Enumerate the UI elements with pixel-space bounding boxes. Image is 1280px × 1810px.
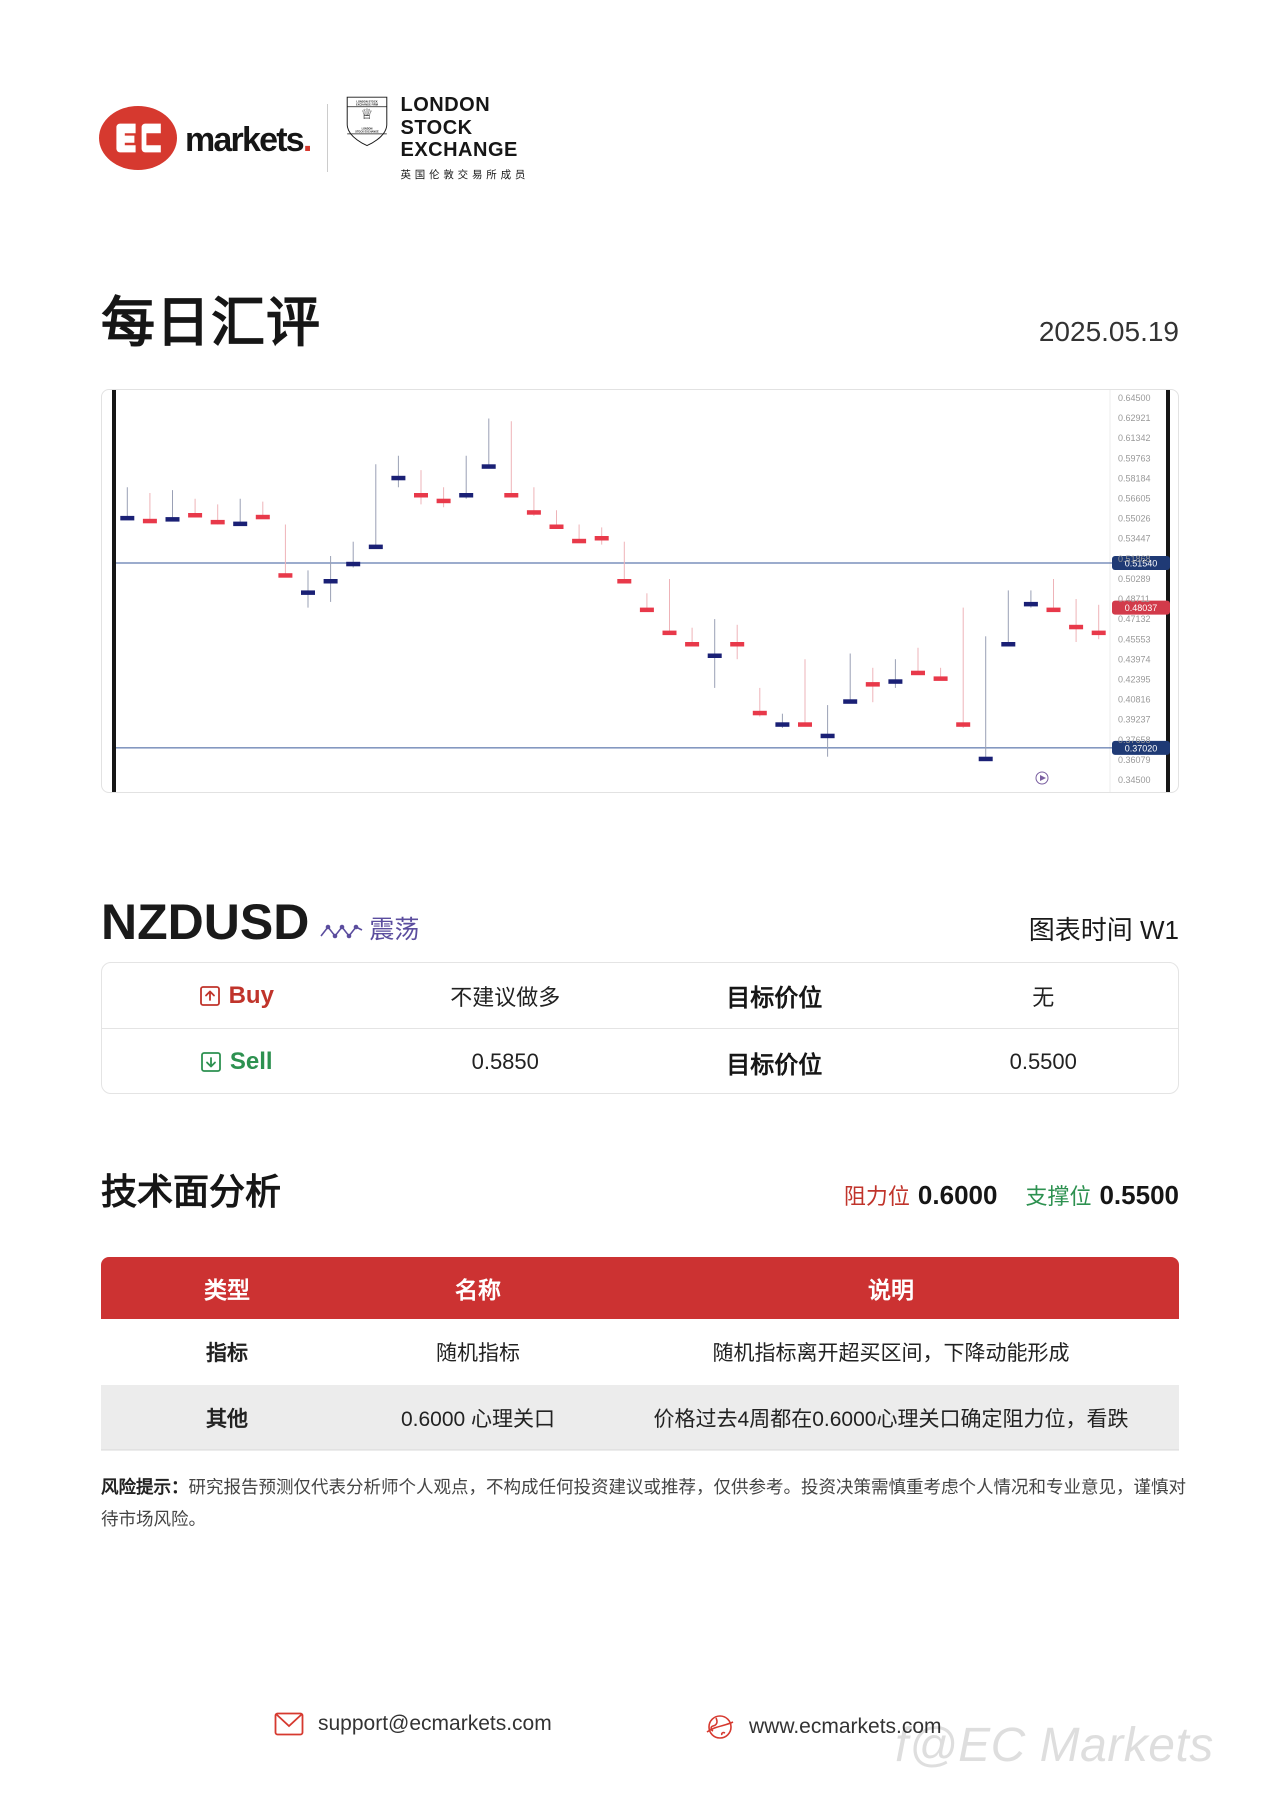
- svg-text:0.56605: 0.56605: [1118, 494, 1151, 504]
- svg-text:0.62921: 0.62921: [1118, 413, 1151, 423]
- svg-text:♕: ♕: [361, 108, 374, 124]
- svg-text:0.50289: 0.50289: [1118, 574, 1151, 584]
- svg-text:0.45553: 0.45553: [1118, 634, 1151, 644]
- svg-text:0.37020: 0.37020: [1125, 743, 1158, 753]
- svg-text:0.53447: 0.53447: [1118, 534, 1151, 544]
- svg-text:0.64500: 0.64500: [1118, 393, 1151, 403]
- svg-text:0.43974: 0.43974: [1118, 654, 1151, 664]
- svg-text:0.37658: 0.37658: [1118, 735, 1151, 745]
- svg-text:0.58184: 0.58184: [1118, 473, 1151, 483]
- svg-text:0.48711: 0.48711: [1118, 594, 1150, 604]
- svg-text:0.47132: 0.47132: [1118, 614, 1151, 624]
- svg-text:0.51868: 0.51868: [1118, 554, 1151, 564]
- svg-text:EXCHANGE FIRM: EXCHANGE FIRM: [356, 103, 379, 107]
- svg-text:0.59763: 0.59763: [1118, 453, 1151, 463]
- svg-text:0.34500: 0.34500: [1118, 775, 1151, 785]
- svg-text:0.55026: 0.55026: [1118, 514, 1151, 524]
- svg-text:0.42395: 0.42395: [1118, 675, 1151, 685]
- svg-text:STOCK EXCHANGE: STOCK EXCHANGE: [356, 131, 380, 134]
- svg-text:0.39237: 0.39237: [1118, 715, 1151, 725]
- svg-text:0.48037: 0.48037: [1125, 603, 1158, 613]
- svg-text:0.61342: 0.61342: [1118, 433, 1151, 443]
- svg-text:0.40816: 0.40816: [1118, 695, 1151, 705]
- svg-text:0.36079: 0.36079: [1118, 755, 1151, 765]
